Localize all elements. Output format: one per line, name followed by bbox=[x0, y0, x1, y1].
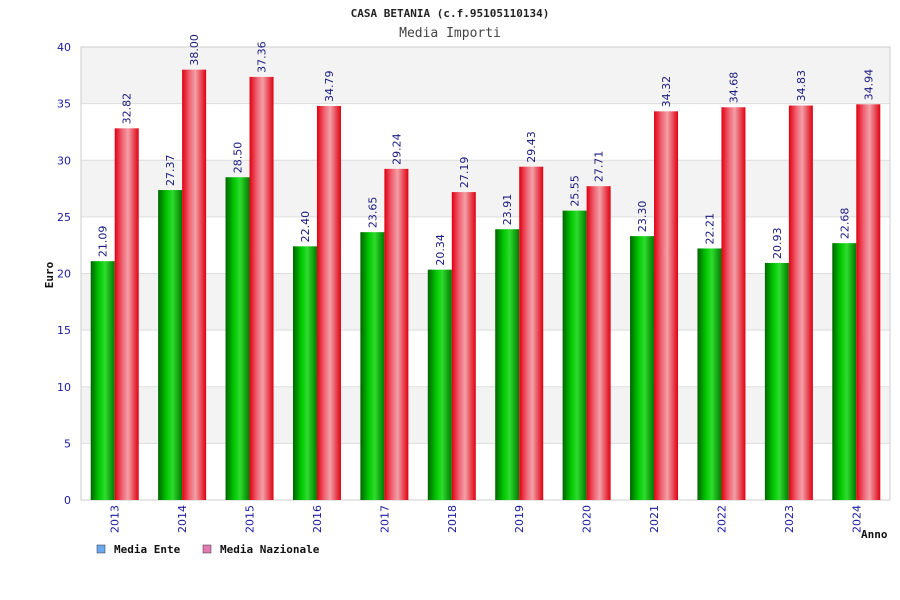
data-label: 38.00 bbox=[188, 34, 201, 66]
data-label: 22.21 bbox=[703, 213, 716, 245]
plot-band bbox=[81, 103, 890, 161]
data-label: 20.34 bbox=[434, 234, 447, 266]
bar-media-nazionale bbox=[182, 69, 207, 501]
data-label: 22.68 bbox=[838, 208, 851, 240]
x-tick-label: 2024 bbox=[850, 505, 863, 533]
plot-band bbox=[81, 160, 890, 217]
data-label: 23.65 bbox=[366, 197, 379, 229]
y-tick-label: 35 bbox=[57, 98, 71, 111]
legend-swatch-media-ente bbox=[96, 544, 106, 554]
data-label: 27.19 bbox=[458, 157, 471, 189]
y-tick-label: 10 bbox=[57, 381, 71, 394]
bar-media-nazionale bbox=[114, 128, 139, 500]
bar-media-ente bbox=[697, 248, 722, 500]
data-label: 34.94 bbox=[862, 69, 875, 101]
data-label: 37.36 bbox=[256, 41, 269, 73]
bar-media-nazionale bbox=[249, 76, 274, 500]
x-tick-label: 2021 bbox=[648, 505, 661, 533]
y-tick-label: 30 bbox=[57, 154, 71, 167]
bar-media-ente bbox=[495, 229, 520, 501]
x-axis-ticks: 2013 2014 2015 2016 2017 2018 2019 2020 2021 2022… bbox=[109, 505, 864, 533]
y-tick-label: 5 bbox=[64, 437, 71, 450]
legend-swatch-media-nazionale bbox=[202, 544, 212, 554]
legend: Media Ente Media Nazionale bbox=[96, 543, 320, 556]
bar-media-ente bbox=[225, 177, 250, 501]
bar-media-ente bbox=[630, 236, 655, 500]
bars: 21.09 32.82 27.37 38.00 28.50 37.36 22.40 34.79… bbox=[90, 34, 881, 501]
bar-media-ente bbox=[90, 261, 115, 500]
y-tick-label: 15 bbox=[57, 324, 71, 337]
x-tick-label: 2017 bbox=[378, 505, 391, 533]
bar-media-nazionale bbox=[856, 104, 881, 500]
chart-title: CASA BETANIA (c.f.95105110134) bbox=[351, 7, 550, 20]
y-tick-label: 0 bbox=[64, 494, 71, 507]
bar-media-nazionale bbox=[586, 186, 611, 500]
x-tick-label: 2020 bbox=[581, 505, 594, 533]
plot-band bbox=[81, 443, 890, 500]
x-tick-label: 2018 bbox=[446, 505, 459, 533]
data-label: 23.91 bbox=[501, 194, 514, 226]
bar-media-ente bbox=[764, 262, 789, 500]
plot-band bbox=[81, 330, 890, 387]
bar-media-nazionale bbox=[721, 107, 746, 501]
bar-media-ente bbox=[562, 210, 587, 501]
legend-label-media-nazionale: Media Nazionale bbox=[220, 543, 320, 556]
data-label: 27.71 bbox=[593, 151, 606, 183]
bar-media-ente bbox=[158, 190, 183, 501]
bar-media-nazionale bbox=[316, 106, 341, 501]
data-label: 29.43 bbox=[525, 131, 538, 163]
x-tick-label: 2023 bbox=[783, 505, 796, 533]
bar-media-ente bbox=[832, 243, 857, 501]
data-label: 34.79 bbox=[323, 71, 336, 103]
data-label: 25.55 bbox=[569, 175, 582, 207]
x-tick-label: 2015 bbox=[244, 505, 257, 533]
bar-media-nazionale bbox=[384, 168, 409, 500]
bar-media-nazionale bbox=[788, 105, 813, 501]
legend-label-media-ente: Media Ente bbox=[114, 543, 181, 556]
x-tick-label: 2019 bbox=[513, 505, 526, 533]
data-label: 29.24 bbox=[390, 133, 403, 165]
plot-band bbox=[81, 216, 890, 274]
x-tick-label: 2013 bbox=[109, 505, 122, 533]
data-label: 21.09 bbox=[97, 226, 110, 258]
y-axis-label: Euro bbox=[43, 261, 56, 288]
plot-band bbox=[81, 273, 890, 331]
plot-border bbox=[80, 46, 891, 501]
data-label: 32.82 bbox=[121, 93, 134, 125]
data-label: 23.30 bbox=[636, 201, 649, 233]
bar-media-nazionale bbox=[654, 111, 679, 501]
bar-media-nazionale bbox=[519, 166, 544, 500]
bar-media-ente bbox=[360, 232, 385, 500]
plot-band bbox=[81, 47, 890, 104]
bar-media-nazionale bbox=[451, 192, 476, 501]
data-label: 34.68 bbox=[727, 72, 740, 104]
x-tick-label: 2016 bbox=[311, 505, 324, 533]
plot-area bbox=[80, 46, 891, 501]
x-tick-label: 2014 bbox=[176, 505, 189, 533]
x-tick-label: 2022 bbox=[715, 505, 728, 533]
plot-band bbox=[81, 386, 890, 444]
data-label: 34.32 bbox=[660, 76, 673, 108]
data-label: 22.40 bbox=[299, 211, 312, 243]
bar-media-ente bbox=[427, 269, 452, 500]
chart-subtitle: Media Importi bbox=[399, 26, 501, 41]
x-axis-label: Anno bbox=[861, 528, 888, 541]
data-label: 28.50 bbox=[232, 142, 245, 174]
y-axis-ticks: 0 5 10 15 20 25 30 35 40 bbox=[57, 41, 71, 507]
y-tick-label: 40 bbox=[57, 41, 71, 54]
data-label: 34.83 bbox=[795, 70, 808, 102]
bar-media-ente bbox=[292, 246, 317, 500]
y-tick-label: 20 bbox=[57, 268, 71, 281]
data-label: 20.93 bbox=[771, 227, 784, 259]
y-tick-label: 25 bbox=[57, 211, 71, 224]
data-label: 27.37 bbox=[164, 155, 177, 187]
